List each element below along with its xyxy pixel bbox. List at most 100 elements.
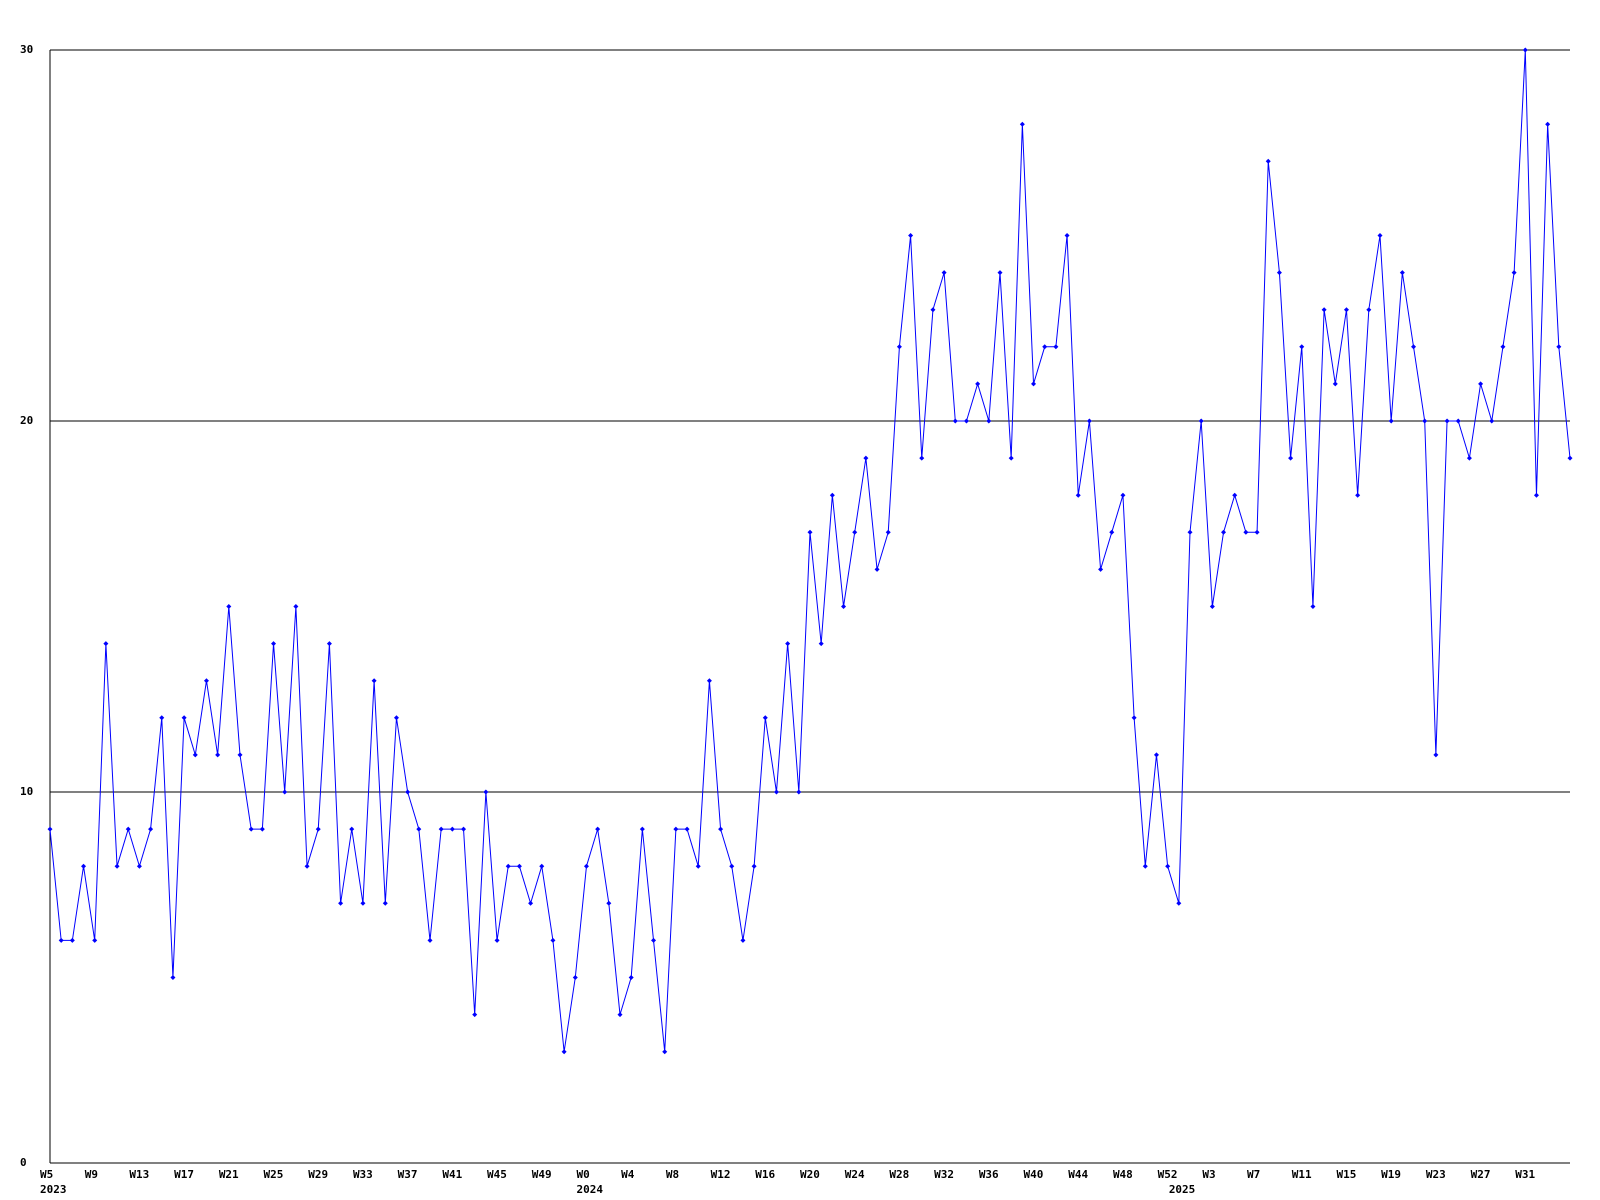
data-point	[1098, 566, 1104, 572]
data-point	[1064, 233, 1070, 238]
data-point	[338, 900, 344, 906]
data-point	[494, 937, 500, 943]
data-point	[796, 789, 802, 795]
data-point	[1377, 233, 1383, 238]
data-point	[159, 715, 165, 721]
data-point	[360, 900, 366, 906]
data-point	[1019, 121, 1025, 127]
data-point	[550, 937, 556, 943]
x-tick-label: W12	[711, 1168, 731, 1181]
x-tick-label: W33	[353, 1168, 373, 1181]
x-tick-label: W24	[845, 1168, 865, 1181]
data-point	[516, 863, 522, 869]
x-tick-label: W0	[576, 1168, 589, 1181]
data-point	[729, 863, 735, 869]
data-point	[382, 900, 388, 906]
data-point	[1366, 307, 1372, 313]
y-tick-label: 0	[20, 1156, 27, 1169]
data-point	[1042, 344, 1048, 350]
x-tick-label: W32	[934, 1168, 954, 1181]
data-point	[706, 678, 712, 684]
data-point	[773, 789, 779, 795]
data-point	[896, 344, 902, 350]
data-point	[841, 604, 847, 609]
data-point	[282, 789, 288, 795]
data-point	[1388, 418, 1394, 424]
data-point	[1131, 715, 1137, 721]
data-point	[136, 863, 142, 869]
data-point	[326, 641, 332, 647]
data-point	[92, 937, 98, 943]
data-point	[483, 789, 489, 795]
data-point	[293, 604, 299, 609]
data-point	[1075, 492, 1081, 498]
data-point	[572, 975, 578, 980]
x-tick-label: W41	[442, 1168, 462, 1181]
x-tick-label: W9	[85, 1168, 98, 1181]
data-point	[1008, 455, 1014, 461]
data-point	[1165, 863, 1171, 869]
x-tick-label: W25	[264, 1168, 284, 1181]
data-point	[1433, 752, 1439, 758]
data-point	[1120, 492, 1126, 498]
data-point	[1299, 344, 1305, 350]
x-tick-label: W40	[1024, 1168, 1044, 1181]
data-point	[1466, 455, 1472, 461]
data-point	[975, 381, 981, 387]
data-point	[1444, 418, 1450, 424]
data-point	[1355, 492, 1361, 498]
x-tick-label: W4	[621, 1168, 635, 1181]
data-point	[1343, 307, 1349, 313]
data-point	[807, 529, 813, 535]
data-point	[427, 937, 433, 943]
data-point	[438, 826, 444, 832]
data-point	[863, 455, 869, 461]
data-point	[1533, 492, 1539, 498]
data-point	[606, 900, 612, 906]
x-tick-label: W49	[532, 1168, 552, 1181]
data-point	[114, 863, 120, 869]
data-point	[315, 826, 321, 832]
x-tick-label: W17	[174, 1168, 194, 1181]
data-point	[237, 752, 243, 758]
data-point	[69, 937, 75, 943]
data-point	[1109, 529, 1115, 535]
data-point	[740, 937, 746, 943]
data-point	[405, 789, 411, 795]
data-point	[1455, 418, 1461, 424]
data-point	[952, 418, 958, 424]
x-tick-label: W52	[1158, 1168, 1178, 1181]
data-point	[226, 604, 232, 609]
data-point	[1198, 418, 1204, 424]
x-tick-label: W23	[1426, 1168, 1446, 1181]
data-point	[416, 826, 422, 832]
x-tick-label: W8	[666, 1168, 679, 1181]
x-tick-label: W44	[1068, 1168, 1088, 1181]
data-point	[472, 1012, 478, 1018]
data-point	[449, 826, 455, 832]
data-point	[1422, 418, 1428, 424]
data-point	[1411, 344, 1417, 350]
data-point	[651, 937, 657, 943]
data-point	[181, 715, 187, 721]
data-point	[595, 826, 601, 832]
data-point	[1142, 863, 1148, 869]
data-point	[528, 900, 534, 906]
data-point	[561, 1049, 567, 1055]
x-tick-label: W16	[755, 1168, 775, 1181]
x-tick-label: W36	[979, 1168, 999, 1181]
data-point	[639, 826, 645, 832]
data-point	[818, 641, 824, 647]
year-label: 2025	[1169, 1183, 1196, 1196]
data-point	[203, 678, 209, 684]
data-line	[49, 49, 1571, 1052]
data-point	[1545, 121, 1551, 127]
x-tick-label: W31	[1515, 1168, 1535, 1181]
data-point	[192, 752, 198, 758]
data-point	[919, 455, 925, 461]
x-tick-label: W13	[129, 1168, 149, 1181]
data-point	[1265, 158, 1271, 164]
x-tick-label: W5	[40, 1168, 53, 1181]
data-point	[785, 641, 791, 647]
